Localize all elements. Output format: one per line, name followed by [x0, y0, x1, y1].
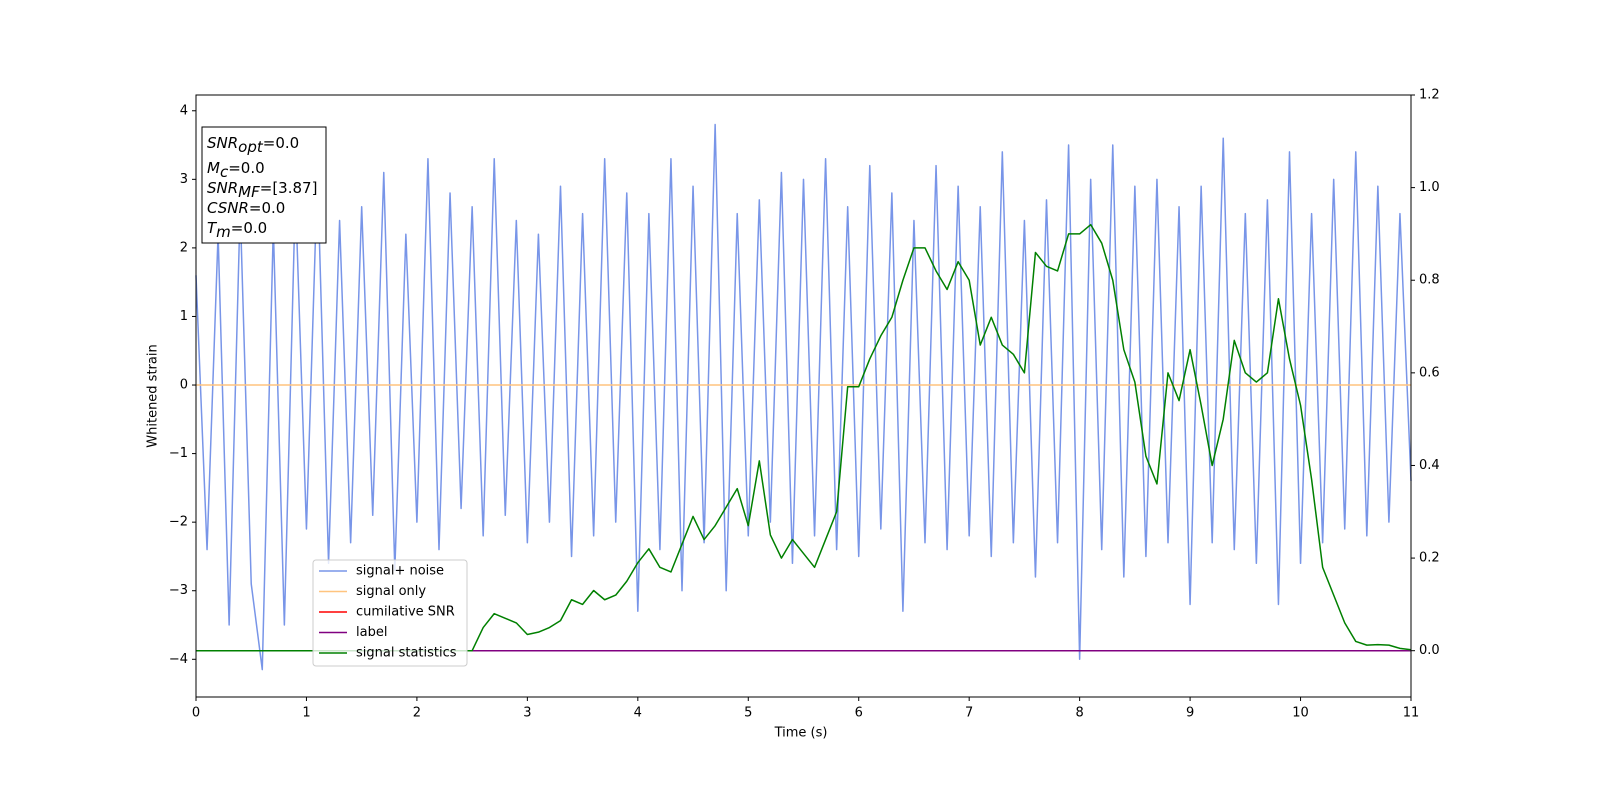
y2-tick-label: 0.8 [1419, 273, 1440, 288]
y2-tick-label: 0.6 [1419, 365, 1440, 380]
x-tick-label: 4 [634, 706, 642, 721]
legend-label: signal only [356, 584, 426, 599]
x-tick-label: 11 [1403, 706, 1420, 721]
y2-tick-label: 0.2 [1419, 551, 1440, 566]
symbol: SNR [207, 134, 238, 152]
y-tick-label: 3 [180, 172, 188, 187]
annotation-frame [201, 126, 327, 244]
y2-tick-label: 1.0 [1419, 180, 1440, 195]
legend-label: signal statistics [356, 646, 457, 661]
x-axis-label: Time (s) [774, 726, 828, 741]
legend-frame [312, 559, 468, 667]
subscript: opt [238, 138, 264, 156]
legend: signal+ noise signal only cumilative SNR la… [312, 559, 468, 667]
y-tick-label: −4 [169, 652, 188, 667]
y2-tick-label: 1.2 [1419, 88, 1440, 103]
annotation-line: Mc=0.0 [207, 159, 265, 181]
legend-label: cumilative SNR [356, 605, 455, 620]
x-tick-label: 7 [965, 706, 973, 721]
x-tick-label: 8 [1075, 706, 1083, 721]
symbol: SNR [207, 179, 238, 197]
y2-tick-label: 0.4 [1419, 458, 1440, 473]
annotation-line: SNRopt=0.0 [207, 134, 299, 156]
text: =0.0 [231, 219, 267, 237]
y-tick-label: 0 [180, 378, 188, 393]
legend-label: label [356, 625, 387, 640]
x-tick-label: 1 [302, 706, 310, 721]
x-tick-label: 0 [192, 706, 200, 721]
annotation-line: SNRMF=[3.87] [207, 179, 317, 201]
text: =0.0 [263, 134, 299, 152]
x-tick-label: 10 [1292, 706, 1309, 721]
y-tick-label: 1 [180, 309, 188, 324]
subscript: c [220, 163, 229, 181]
x-tick-label: 9 [1186, 706, 1194, 721]
y-tick-label: −1 [169, 446, 188, 461]
symbol: T [207, 219, 218, 237]
y-tick-label: 2 [180, 240, 188, 255]
subscript: MF [238, 183, 260, 201]
axes-frame [195, 94, 1412, 698]
x-tick-label: 3 [523, 706, 531, 721]
series-line [195, 123, 1412, 671]
text: =[3.87] [260, 179, 318, 197]
subscript: m [216, 223, 231, 241]
text: =0.0 [249, 199, 285, 217]
annotation-line: CSNR=0.0 [207, 199, 285, 217]
y2-tick-label: 0.0 [1419, 643, 1440, 658]
y-tick-label: −3 [169, 583, 188, 598]
symbol: CSNR [207, 199, 249, 217]
annotation-line: Tm=0.0 [207, 219, 267, 241]
y-tick-label: −2 [169, 515, 188, 530]
text: =0.0 [228, 159, 264, 177]
x-tick-label: 6 [855, 706, 863, 721]
x-tick-label: 2 [413, 706, 421, 721]
annotation-box: SNRopt=0.0 Mc=0.0 SNRMF=[3.87] CSNR=0.0 … [201, 126, 327, 244]
y-tick-label: 4 [180, 103, 188, 118]
legend-label: signal+ noise [356, 564, 444, 579]
x-tick-label: 5 [744, 706, 752, 721]
y-axis-label: Whitened strain [146, 344, 161, 447]
symbol: M [207, 159, 220, 177]
